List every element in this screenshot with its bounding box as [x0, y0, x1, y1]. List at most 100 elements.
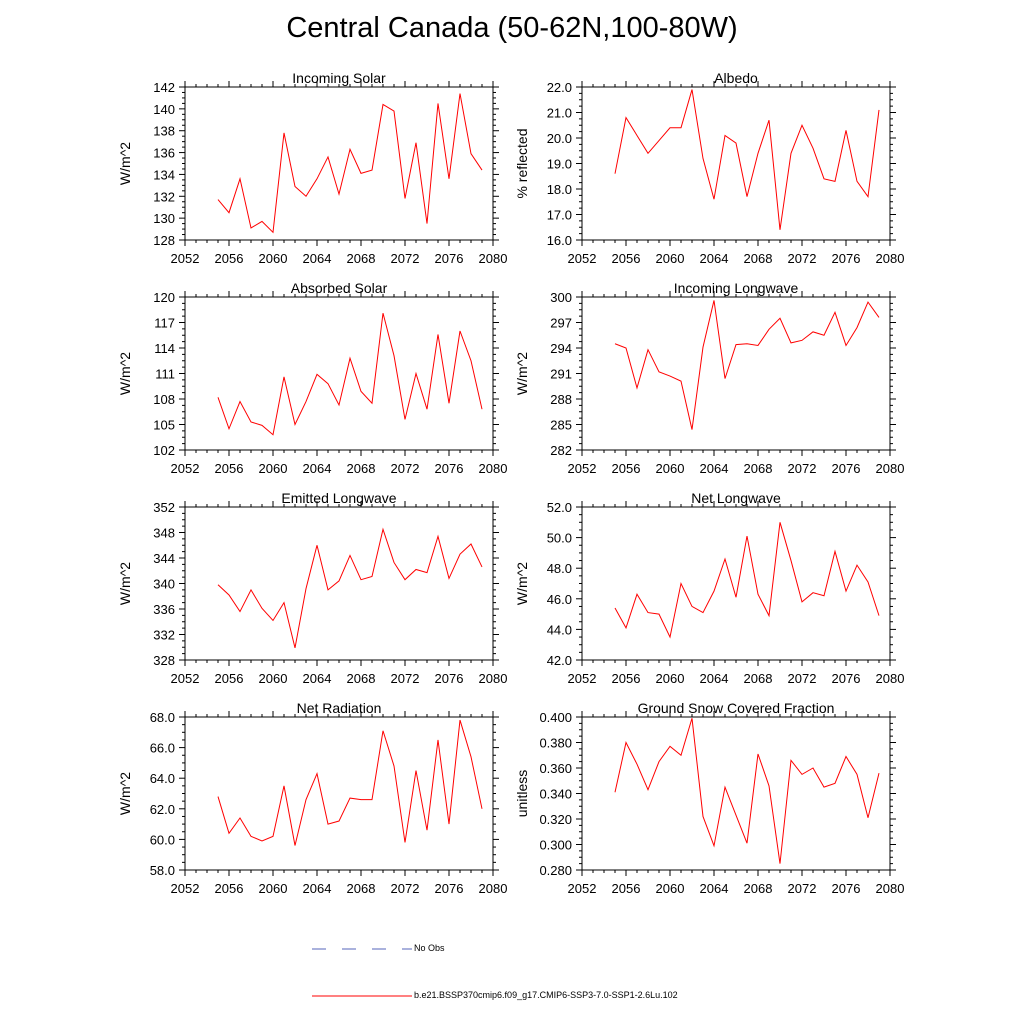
series-line: [614, 522, 880, 639]
x-tick-label: 2060: [656, 671, 685, 686]
y-tick-label: 134: [153, 167, 175, 182]
y-tick-label: 288: [550, 392, 572, 407]
y-tick-label: 17.0: [547, 208, 572, 223]
x-tick-label: 2068: [744, 461, 773, 476]
x-tick-label: 2060: [259, 461, 288, 476]
y-tick-label: 0.360: [539, 761, 572, 776]
x-tick-label: 2068: [744, 671, 773, 686]
x-tick-label: 2076: [435, 251, 464, 266]
plot-frame: [184, 296, 494, 451]
y-axis-label: W/m^2: [117, 352, 133, 395]
x-tick-label: 2052: [568, 881, 597, 896]
series-line: [217, 93, 483, 234]
y-tick-label: 66.0: [150, 741, 175, 756]
y-tick-label: 128: [153, 233, 175, 248]
chart-panel: Ground Snow Covered Fraction unitless 2052…: [514, 700, 904, 896]
x-tick-label: 2072: [391, 251, 420, 266]
x-tick-label: 2072: [391, 671, 420, 686]
x-tick-label: 2060: [259, 251, 288, 266]
y-tick-label: 352: [153, 500, 175, 515]
y-axis-label: W/m^2: [117, 772, 133, 815]
y-tick-label: 0.340: [539, 787, 572, 802]
y-axis-label: % reflected: [514, 128, 530, 198]
y-tick-label: 291: [550, 367, 572, 382]
panel-title: Ground Snow Covered Fraction: [638, 700, 835, 716]
x-tick-label: 2080: [479, 251, 508, 266]
series-line: [217, 527, 483, 649]
panel-title: Incoming Solar: [292, 70, 386, 86]
y-tick-label: 52.0: [547, 500, 572, 515]
x-tick-label: 2068: [347, 251, 376, 266]
x-tick-label: 2056: [612, 671, 641, 686]
x-tick-label: 2056: [612, 881, 641, 896]
y-tick-label: 62.0: [150, 802, 175, 817]
plot-frame: [184, 716, 494, 871]
x-tick-label: 2080: [876, 671, 905, 686]
y-tick-label: 20.0: [547, 131, 572, 146]
x-tick-label: 2080: [876, 881, 905, 896]
y-tick-label: 282: [550, 443, 572, 458]
y-tick-label: 108: [153, 392, 175, 407]
y-tick-label: 140: [153, 102, 175, 117]
y-tick-label: 130: [153, 211, 175, 226]
y-tick-label: 300: [550, 290, 572, 305]
y-tick-label: 340: [153, 577, 175, 592]
x-tick-label: 2072: [391, 461, 420, 476]
y-tick-label: 60.0: [150, 832, 175, 847]
x-tick-label: 2052: [171, 671, 200, 686]
y-tick-label: 285: [550, 418, 572, 433]
x-tick-label: 2064: [303, 671, 332, 686]
x-tick-label: 2080: [479, 461, 508, 476]
y-tick-label: 16.0: [547, 233, 572, 248]
y-tick-label: 105: [153, 418, 175, 433]
panel-title: Absorbed Solar: [291, 280, 388, 296]
x-tick-label: 2056: [612, 461, 641, 476]
x-tick-label: 2064: [700, 461, 729, 476]
page-title: Central Canada (50-62N,100-80W): [286, 12, 738, 44]
x-tick-label: 2068: [347, 461, 376, 476]
plot-frame: [184, 506, 494, 661]
y-tick-label: 142: [153, 80, 175, 95]
y-tick-label: 344: [153, 551, 175, 566]
y-axis-label: W/m^2: [514, 562, 530, 605]
x-tick-label: 2076: [435, 461, 464, 476]
y-tick-label: 18.0: [547, 182, 572, 197]
x-tick-label: 2064: [303, 461, 332, 476]
y-tick-label: 0.300: [539, 838, 572, 853]
y-tick-label: 0.280: [539, 863, 572, 878]
y-axis-label: unitless: [514, 770, 530, 817]
plot-frame: [581, 716, 891, 871]
y-tick-label: 120: [153, 290, 175, 305]
y-tick-label: 42.0: [547, 653, 572, 668]
y-tick-label: 50.0: [547, 531, 572, 546]
chart-panel: Net Longwave W/m^2 2052 2056 2060 2064 2068 207…: [514, 490, 904, 686]
y-axis-label: W/m^2: [117, 142, 133, 185]
y-tick-label: 58.0: [150, 863, 175, 878]
x-tick-label: 2052: [568, 671, 597, 686]
panel-title: Net Longwave: [691, 490, 781, 506]
y-tick-label: 0.320: [539, 812, 572, 827]
x-tick-label: 2056: [215, 881, 244, 896]
y-tick-label: 0.400: [539, 710, 572, 725]
panel-title: Net Radiation: [297, 700, 382, 716]
y-tick-label: 328: [153, 653, 175, 668]
x-tick-label: 2076: [435, 881, 464, 896]
y-tick-label: 64.0: [150, 771, 175, 786]
x-tick-label: 2052: [568, 251, 597, 266]
chart-panel: Albedo % reflected 2052 2056 2060 2064 2068 207…: [514, 70, 904, 266]
x-tick-label: 2080: [479, 881, 508, 896]
x-tick-label: 2072: [391, 881, 420, 896]
x-tick-label: 2056: [215, 671, 244, 686]
x-tick-label: 2068: [347, 881, 376, 896]
y-tick-label: 332: [153, 628, 175, 643]
y-tick-label: 19.0: [547, 157, 572, 172]
y-tick-label: 348: [153, 526, 175, 541]
y-tick-label: 114: [154, 341, 175, 356]
x-tick-label: 2080: [479, 671, 508, 686]
y-axis-label: W/m^2: [514, 352, 530, 395]
x-tick-label: 2068: [744, 251, 773, 266]
y-tick-label: 0.380: [539, 736, 572, 751]
x-tick-label: 2052: [171, 461, 200, 476]
x-tick-label: 2076: [435, 671, 464, 686]
